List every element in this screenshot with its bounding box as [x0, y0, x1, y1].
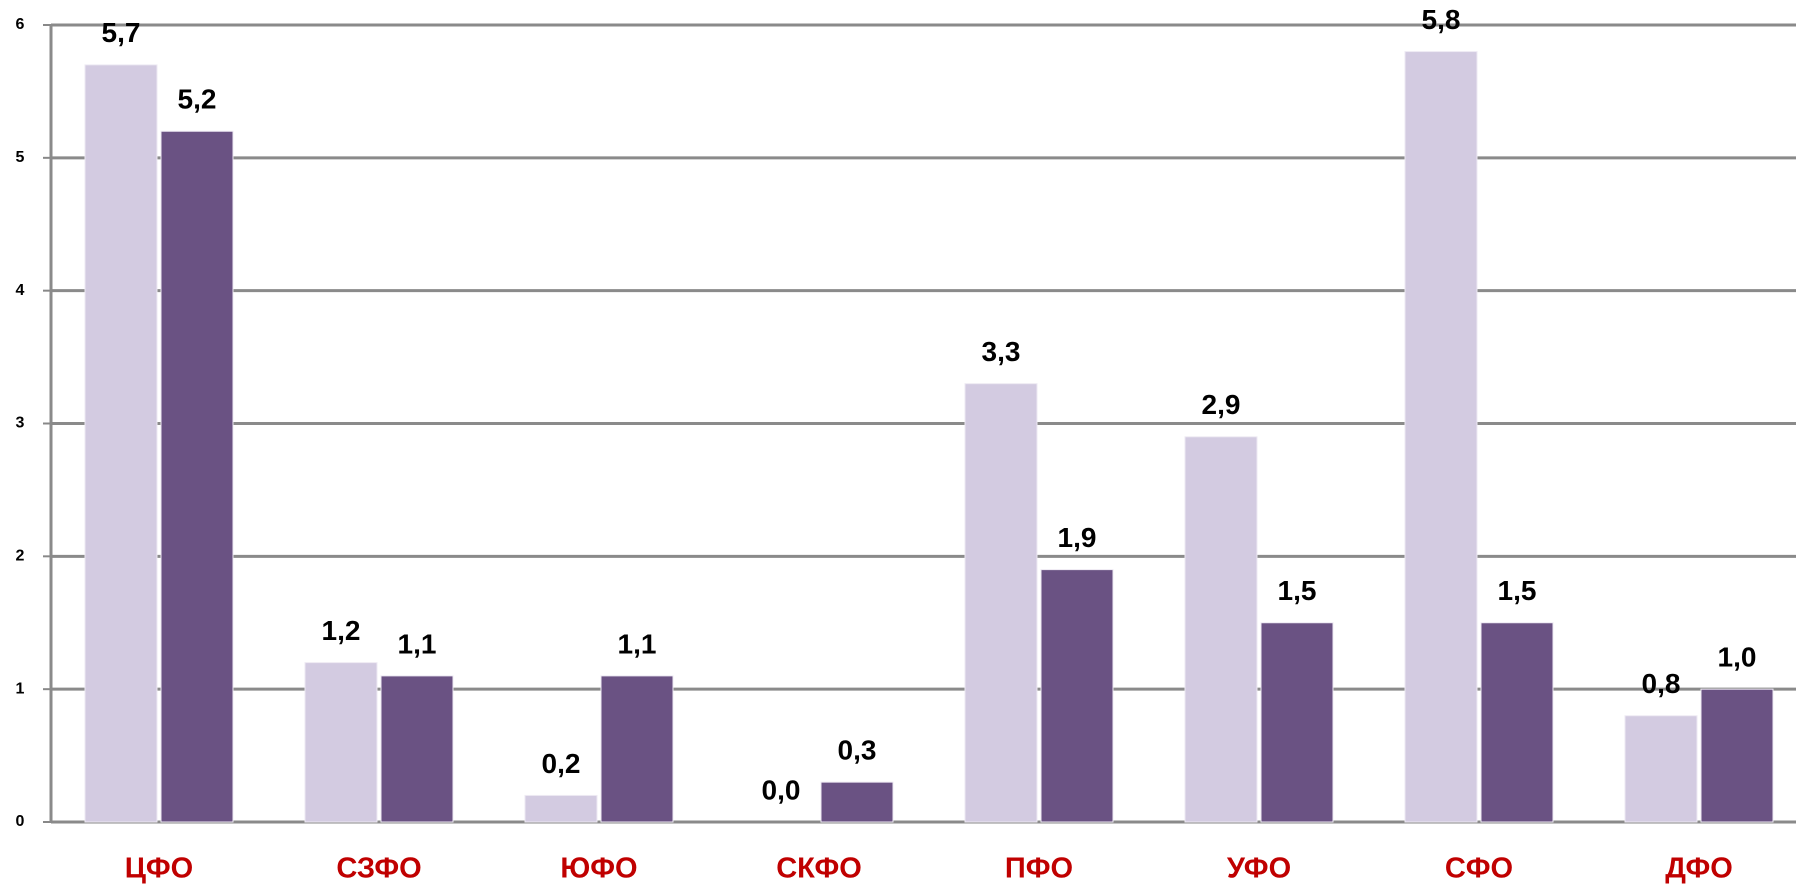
x-tick-label: УФО — [1227, 853, 1291, 885]
x-tick-label: ЦФО — [125, 853, 194, 885]
x-tick-label: ПФО — [1005, 853, 1073, 885]
y-tick-label: 3 — [16, 415, 25, 432]
value-label: 3,3 — [982, 336, 1021, 367]
value-label: 1,1 — [398, 628, 437, 659]
x-tick-label: СКФО — [776, 853, 862, 885]
value-label: 5,2 — [178, 84, 217, 115]
bar — [600, 675, 674, 823]
bar — [1700, 688, 1774, 823]
y-tick-label: 0 — [16, 813, 25, 830]
bar — [1480, 622, 1554, 823]
y-tick-label: 6 — [16, 16, 25, 33]
value-label: 5,7 — [102, 17, 141, 48]
bar — [524, 794, 598, 823]
bar — [820, 781, 894, 823]
value-label: 0,3 — [838, 735, 877, 766]
x-tick-label: СФО — [1445, 853, 1513, 885]
y-tick-label: 2 — [16, 548, 25, 565]
value-label: 1,5 — [1278, 575, 1317, 606]
bar — [160, 130, 234, 823]
bar — [380, 675, 454, 823]
value-label: 1,0 — [1718, 642, 1757, 673]
value-label: 1,2 — [322, 615, 361, 646]
value-label: 0,8 — [1642, 668, 1681, 699]
value-label: 1,5 — [1498, 575, 1537, 606]
x-tick-label: СЗФО — [336, 853, 421, 885]
y-tick-label: 4 — [16, 282, 25, 299]
value-label: 5,8 — [1422, 4, 1461, 35]
x-tick-label: ДФО — [1665, 853, 1733, 885]
bar — [1404, 51, 1478, 823]
bar — [304, 662, 378, 823]
bar — [84, 64, 158, 823]
y-tick-label: 1 — [16, 680, 25, 697]
value-label: 0,2 — [542, 748, 581, 779]
bar — [1260, 622, 1334, 823]
bar — [1184, 436, 1258, 823]
value-label: 1,1 — [618, 628, 657, 659]
y-tick-label: 5 — [16, 149, 25, 166]
bar — [1040, 569, 1114, 823]
x-tick-label: ЮФО — [560, 853, 637, 885]
value-label: 0,0 — [762, 774, 801, 805]
value-label: 1,9 — [1058, 522, 1097, 553]
bar — [964, 383, 1038, 823]
bar — [1624, 715, 1698, 823]
value-label: 2,9 — [1202, 389, 1241, 420]
